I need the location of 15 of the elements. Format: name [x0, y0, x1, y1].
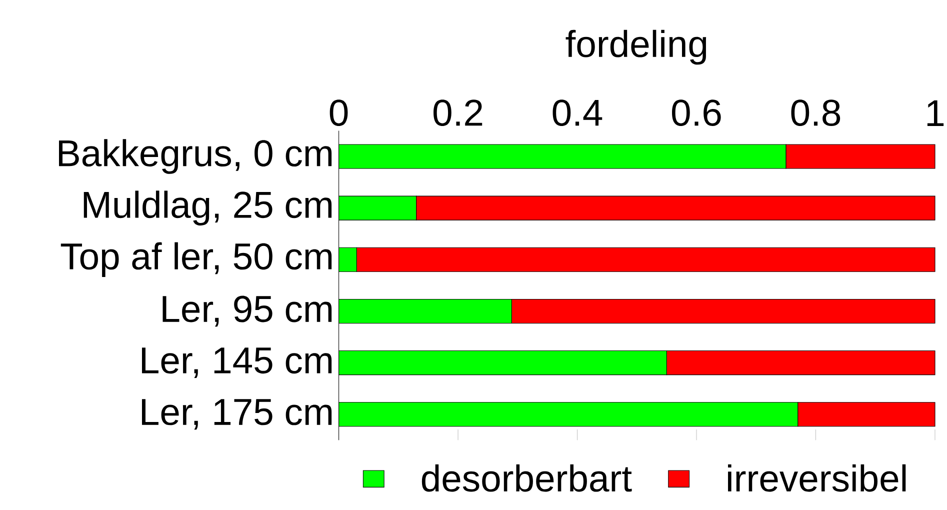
x-tick-label: 0.8 — [791, 100, 840, 126]
x-tick-label: 0.2 — [434, 100, 482, 126]
y-tick-label: Ler, 95 cm — [162, 296, 332, 327]
y-tick-label: Ler, 145 cm — [142, 347, 332, 378]
x-tick-label: 0 — [330, 100, 348, 126]
y-tick-label: Muldlag, 25 cm — [84, 190, 332, 226]
x-axis-title: fordeling — [566, 30, 706, 65]
x-tick-label: 0.6 — [672, 100, 721, 126]
legend-label: irreversibel — [728, 464, 906, 492]
x-tick-label: 0.4 — [552, 100, 602, 126]
legend-label: desorberbart — [422, 464, 632, 492]
x-tick-label: 1 — [927, 100, 944, 126]
y-tick-label: Ler, 175 cm — [142, 399, 332, 430]
y-tick-label: Top af ler, 50 cm — [60, 242, 332, 277]
y-tick-label: Bakkegrus, 0 cm — [58, 139, 332, 174]
